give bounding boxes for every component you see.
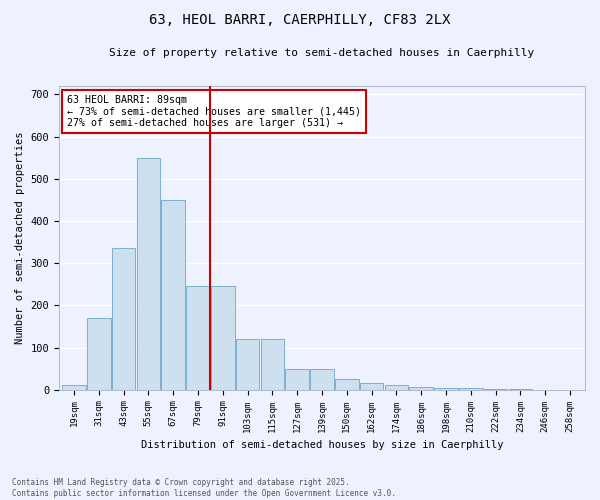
Bar	[484, 389, 508, 390]
Bar	[335, 379, 359, 390]
Text: Contains HM Land Registry data © Crown copyright and database right 2025.
Contai: Contains HM Land Registry data © Crown c…	[12, 478, 396, 498]
Title: Size of property relative to semi-detached houses in Caerphilly: Size of property relative to semi-detach…	[109, 48, 535, 58]
Bar	[459, 388, 482, 390]
Bar	[161, 200, 185, 390]
Y-axis label: Number of semi-detached properties: Number of semi-detached properties	[15, 132, 25, 344]
Bar	[409, 386, 433, 390]
Text: 63 HEOL BARRI: 89sqm
← 73% of semi-detached houses are smaller (1,445)
27% of se: 63 HEOL BARRI: 89sqm ← 73% of semi-detac…	[67, 95, 361, 128]
X-axis label: Distribution of semi-detached houses by size in Caerphilly: Distribution of semi-detached houses by …	[141, 440, 503, 450]
Bar	[434, 388, 458, 390]
Bar	[186, 286, 210, 390]
Bar	[87, 318, 110, 390]
Bar	[260, 339, 284, 390]
Bar	[137, 158, 160, 390]
Bar	[286, 368, 309, 390]
Bar	[112, 248, 136, 390]
Bar	[385, 386, 408, 390]
Bar	[236, 339, 259, 390]
Bar	[62, 386, 86, 390]
Bar	[310, 368, 334, 390]
Bar	[211, 286, 235, 390]
Text: 63, HEOL BARRI, CAERPHILLY, CF83 2LX: 63, HEOL BARRI, CAERPHILLY, CF83 2LX	[149, 12, 451, 26]
Bar	[360, 384, 383, 390]
